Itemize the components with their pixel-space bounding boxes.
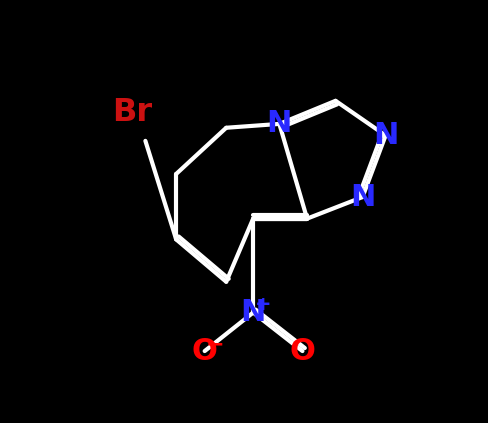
Text: N: N: [241, 298, 266, 327]
Text: −: −: [206, 335, 225, 355]
Text: N: N: [350, 183, 375, 212]
Text: O: O: [192, 337, 218, 365]
Text: Br: Br: [112, 97, 152, 128]
Text: N: N: [373, 121, 398, 150]
Text: N: N: [266, 110, 292, 138]
Text: O: O: [289, 337, 315, 365]
Text: +: +: [255, 295, 271, 314]
